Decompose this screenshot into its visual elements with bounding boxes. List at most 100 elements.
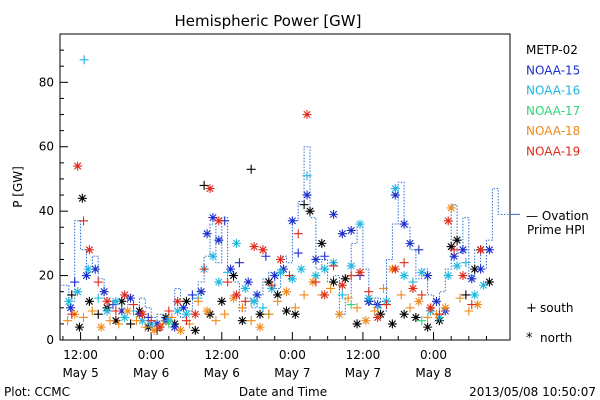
north-point <box>137 316 147 326</box>
north-point <box>84 245 94 255</box>
north-point <box>423 322 433 332</box>
north-point <box>476 245 486 255</box>
south-point <box>114 319 124 329</box>
north-point <box>137 309 147 319</box>
north-point <box>190 309 200 319</box>
north-point <box>411 312 421 322</box>
south-point <box>311 277 321 287</box>
north-point <box>399 219 409 229</box>
north-point <box>408 283 418 293</box>
south-point <box>417 316 427 326</box>
north-point <box>440 303 450 313</box>
north-point <box>179 303 189 313</box>
south-point <box>234 258 244 268</box>
south-point <box>293 229 303 239</box>
south-point <box>273 296 283 306</box>
north-point <box>414 296 424 306</box>
south-point <box>220 309 230 319</box>
series-noaa-16 <box>64 55 489 332</box>
north-point <box>387 319 397 329</box>
legend-item-metp-02: METP-02 <box>526 43 578 57</box>
north-point <box>258 245 268 255</box>
north-point <box>273 290 283 300</box>
x-tick-date: May 5 <box>62 366 98 380</box>
south-point <box>396 290 406 300</box>
south-point <box>423 312 433 322</box>
north-point <box>302 110 312 120</box>
north-point <box>443 271 453 281</box>
x-tick-date: May 8 <box>415 366 451 380</box>
north-point <box>361 316 371 326</box>
north-point <box>176 325 186 335</box>
north-point <box>452 235 462 245</box>
south-point <box>193 296 203 306</box>
south-point <box>79 55 89 65</box>
north-point <box>181 309 191 319</box>
north-point <box>102 296 112 306</box>
south-point <box>79 312 89 322</box>
north-point <box>111 316 121 326</box>
x-tick-time: 0:00 <box>279 348 306 362</box>
south-point <box>343 293 353 303</box>
south-point <box>146 316 156 326</box>
south-point <box>329 261 339 271</box>
north-point <box>337 280 347 290</box>
north-point <box>270 271 280 281</box>
footer-plot-credit: Plot: CCMC <box>4 385 70 399</box>
north-point <box>99 287 109 297</box>
north-point <box>484 277 494 287</box>
marker-legend: + south * north <box>526 301 574 346</box>
north-point <box>296 264 306 274</box>
north-point <box>173 306 183 316</box>
north-point <box>399 309 409 319</box>
north-point <box>264 277 274 287</box>
north-point <box>281 306 291 316</box>
south-point <box>131 316 141 326</box>
south-point <box>449 245 459 255</box>
north-point <box>66 303 76 313</box>
south-point <box>405 303 415 313</box>
north-point <box>240 283 250 293</box>
north-point <box>470 264 480 274</box>
chart-title: Hemispheric Power [GW] <box>175 12 362 30</box>
south-point <box>223 277 233 287</box>
series-metp-02 <box>67 164 494 335</box>
north-point <box>484 245 494 255</box>
north-point <box>458 271 468 281</box>
north-point <box>214 216 224 226</box>
south-point <box>464 306 474 316</box>
south-point <box>167 312 177 322</box>
north-point <box>181 296 191 306</box>
south-point <box>346 271 356 281</box>
north-point <box>399 271 409 281</box>
south-point <box>211 316 221 326</box>
north-point <box>117 296 127 306</box>
north-point <box>364 293 374 303</box>
north-point <box>126 293 136 303</box>
south-point <box>126 319 136 329</box>
north-point <box>205 184 215 194</box>
north-point <box>443 216 453 226</box>
north-point <box>217 296 227 306</box>
y-tick-label: 40 <box>39 204 54 218</box>
north-point <box>96 322 106 332</box>
north-point <box>214 277 224 287</box>
north-point <box>373 312 383 322</box>
north-point <box>196 287 206 297</box>
north-point <box>90 264 100 274</box>
south-point <box>79 216 89 226</box>
north-point <box>320 290 330 300</box>
south-point <box>246 316 256 326</box>
y-tick-label: 20 <box>39 269 54 283</box>
north-point <box>202 306 212 316</box>
y-axis-label: P [GW] <box>11 166 25 208</box>
south-point <box>434 309 444 319</box>
north-point <box>346 261 356 271</box>
north-point <box>173 296 183 306</box>
legend-item-noaa-17: NOAA-17 <box>526 104 580 118</box>
north-point <box>255 322 265 332</box>
north-point <box>255 309 265 319</box>
y-tick-label: 60 <box>39 140 54 154</box>
south-point <box>93 277 103 287</box>
north-point <box>170 322 180 332</box>
